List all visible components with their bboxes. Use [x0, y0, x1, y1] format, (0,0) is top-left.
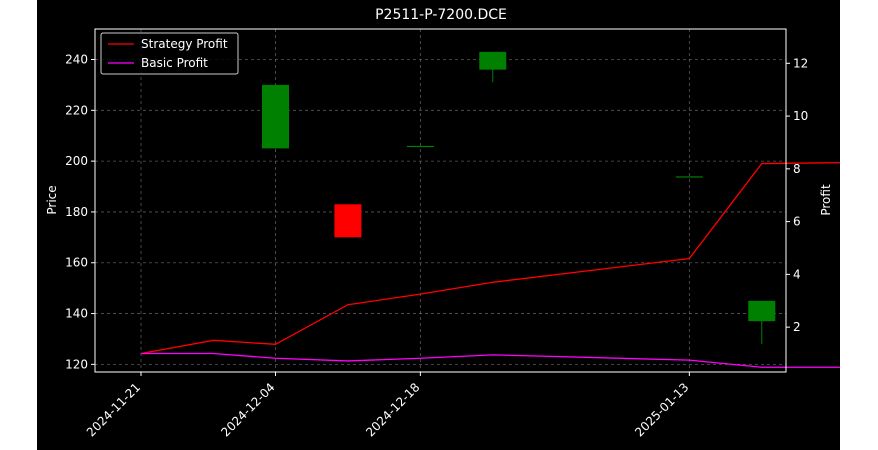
strategy-profit-line — [140, 162, 840, 355]
plot-frame — [94, 28, 787, 373]
x-tick-label: 2024-11-21 — [84, 380, 143, 439]
y-axis-label-right: Profit — [819, 184, 833, 216]
candle-body — [334, 204, 362, 238]
legend-label-basic: Basic Profit — [141, 56, 208, 70]
legend-label-strategy: Strategy Profit — [141, 37, 228, 51]
profit-lines — [140, 162, 840, 368]
y-left-tick-label: 160 — [65, 256, 88, 270]
y-left-tick-label: 180 — [65, 205, 88, 219]
grid — [95, 29, 786, 372]
legend: Strategy Profit Basic Profit — [100, 32, 239, 75]
candle-body — [748, 300, 776, 322]
candlesticks — [262, 51, 776, 345]
candle-body — [675, 176, 703, 178]
basic-profit-line — [141, 352, 840, 368]
legend-box — [100, 32, 239, 75]
y-left-tick-label: 220 — [65, 103, 88, 117]
y-left-tick-label: 200 — [65, 154, 88, 168]
candle-body — [262, 84, 289, 149]
x-tick-label: 2024-12-18 — [363, 380, 422, 439]
y-right-tick-label: 10 — [793, 109, 808, 123]
candle-body — [406, 145, 434, 148]
y-right-tick-label: 2 — [793, 320, 801, 334]
chart-figure: P2511-P-7200.DCE 2024-11-21 2024-12-04 202… — [37, 0, 840, 450]
y-left-tick-label: 140 — [65, 307, 88, 321]
y-left-tick-label: 240 — [65, 52, 88, 66]
x-tick-label: 2025-01-13 — [632, 380, 691, 439]
y-right-tick-label: 4 — [793, 267, 801, 281]
x-tick-label: 2024-12-04 — [218, 380, 277, 439]
candle-body — [479, 51, 507, 70]
y-right-tick-label: 6 — [793, 215, 801, 229]
y-right-tick-label: 12 — [793, 56, 808, 70]
chart-svg: P2511-P-7200.DCE 2024-11-21 2024-12-04 202… — [45, 7, 840, 439]
chart-title: P2511-P-7200.DCE — [375, 7, 507, 23]
y-right-tick-label: 8 — [793, 162, 801, 176]
y-left-tick-label: 120 — [65, 357, 88, 371]
y-axis-label-left: Price — [45, 185, 59, 214]
